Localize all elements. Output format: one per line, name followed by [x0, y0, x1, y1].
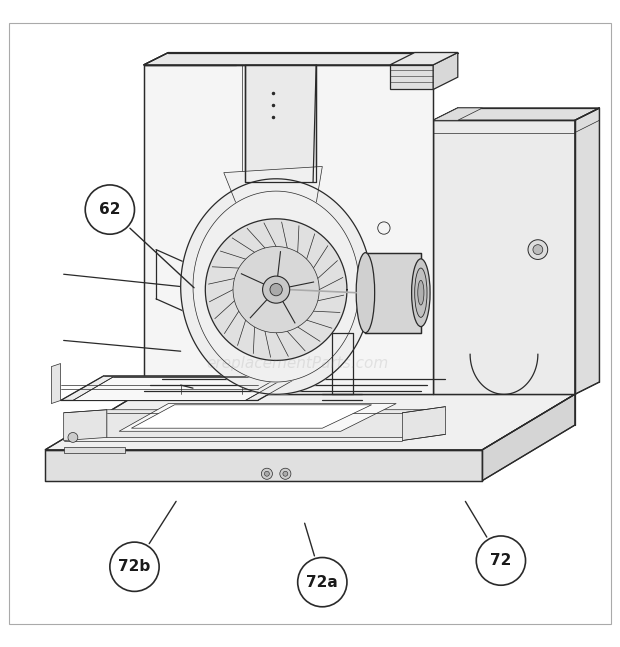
Polygon shape — [193, 191, 359, 382]
Text: 62: 62 — [99, 202, 121, 217]
Polygon shape — [119, 404, 396, 432]
Polygon shape — [246, 65, 316, 182]
Polygon shape — [107, 410, 446, 437]
Polygon shape — [575, 108, 600, 394]
Circle shape — [110, 542, 159, 591]
Circle shape — [270, 283, 282, 296]
Text: 72: 72 — [490, 553, 511, 568]
Circle shape — [262, 468, 272, 479]
Polygon shape — [131, 405, 371, 428]
Text: ereplacementParts.com: ereplacementParts.com — [206, 356, 389, 371]
Circle shape — [68, 432, 78, 443]
Polygon shape — [433, 120, 575, 394]
Ellipse shape — [418, 280, 424, 305]
Polygon shape — [144, 65, 433, 394]
Ellipse shape — [415, 268, 427, 317]
Polygon shape — [402, 65, 433, 74]
Polygon shape — [224, 166, 322, 203]
Circle shape — [263, 276, 290, 303]
Polygon shape — [64, 446, 125, 453]
Polygon shape — [365, 253, 421, 333]
Circle shape — [533, 245, 542, 254]
Polygon shape — [45, 394, 575, 450]
Circle shape — [85, 185, 135, 234]
Polygon shape — [402, 406, 446, 441]
Polygon shape — [482, 394, 575, 481]
Circle shape — [264, 471, 269, 476]
Polygon shape — [144, 52, 458, 65]
Polygon shape — [205, 219, 347, 360]
Circle shape — [280, 468, 291, 479]
Polygon shape — [51, 364, 61, 404]
Circle shape — [233, 247, 319, 333]
Circle shape — [528, 240, 547, 259]
Circle shape — [298, 558, 347, 607]
Circle shape — [476, 536, 526, 586]
Polygon shape — [433, 52, 458, 89]
Polygon shape — [64, 410, 107, 441]
Circle shape — [283, 471, 288, 476]
Polygon shape — [390, 52, 458, 65]
Polygon shape — [180, 179, 371, 394]
Ellipse shape — [356, 253, 374, 333]
Polygon shape — [390, 65, 433, 89]
Text: 72a: 72a — [306, 575, 338, 589]
Polygon shape — [433, 108, 482, 120]
Polygon shape — [433, 108, 600, 120]
Polygon shape — [61, 376, 301, 400]
Text: 72b: 72b — [118, 559, 151, 575]
Ellipse shape — [412, 259, 430, 327]
Polygon shape — [45, 450, 482, 481]
Polygon shape — [73, 377, 286, 400]
